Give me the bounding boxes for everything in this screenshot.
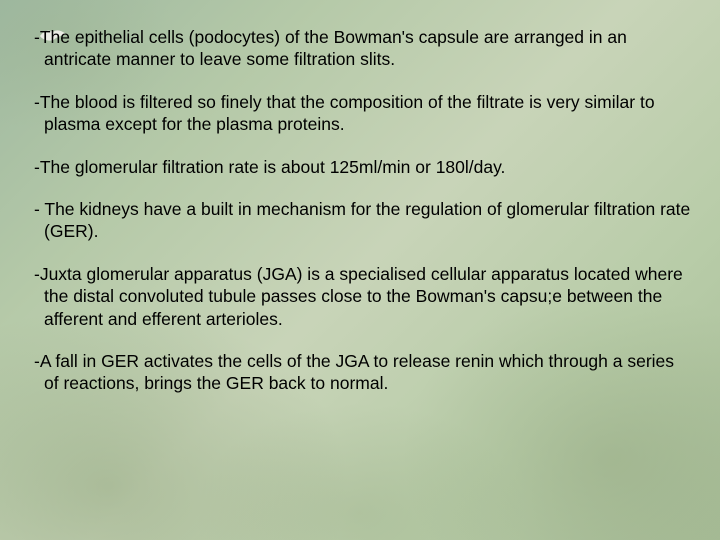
paragraph: -The glomerular filtration rate is about… — [22, 156, 692, 178]
paragraph: - The kidneys have a built in mechanism … — [22, 198, 692, 243]
paragraph: -A fall in GER activates the cells of th… — [22, 350, 692, 395]
paragraph: -Juxta glomerular apparatus (JGA) is a s… — [22, 263, 692, 330]
paragraph: -The blood is filtered so finely that th… — [22, 91, 692, 136]
slide-container: -The epithelial cells (podocytes) of the… — [0, 0, 720, 540]
slide-content: -The epithelial cells (podocytes) of the… — [0, 0, 720, 435]
paragraph: -The epithelial cells (podocytes) of the… — [22, 26, 692, 71]
